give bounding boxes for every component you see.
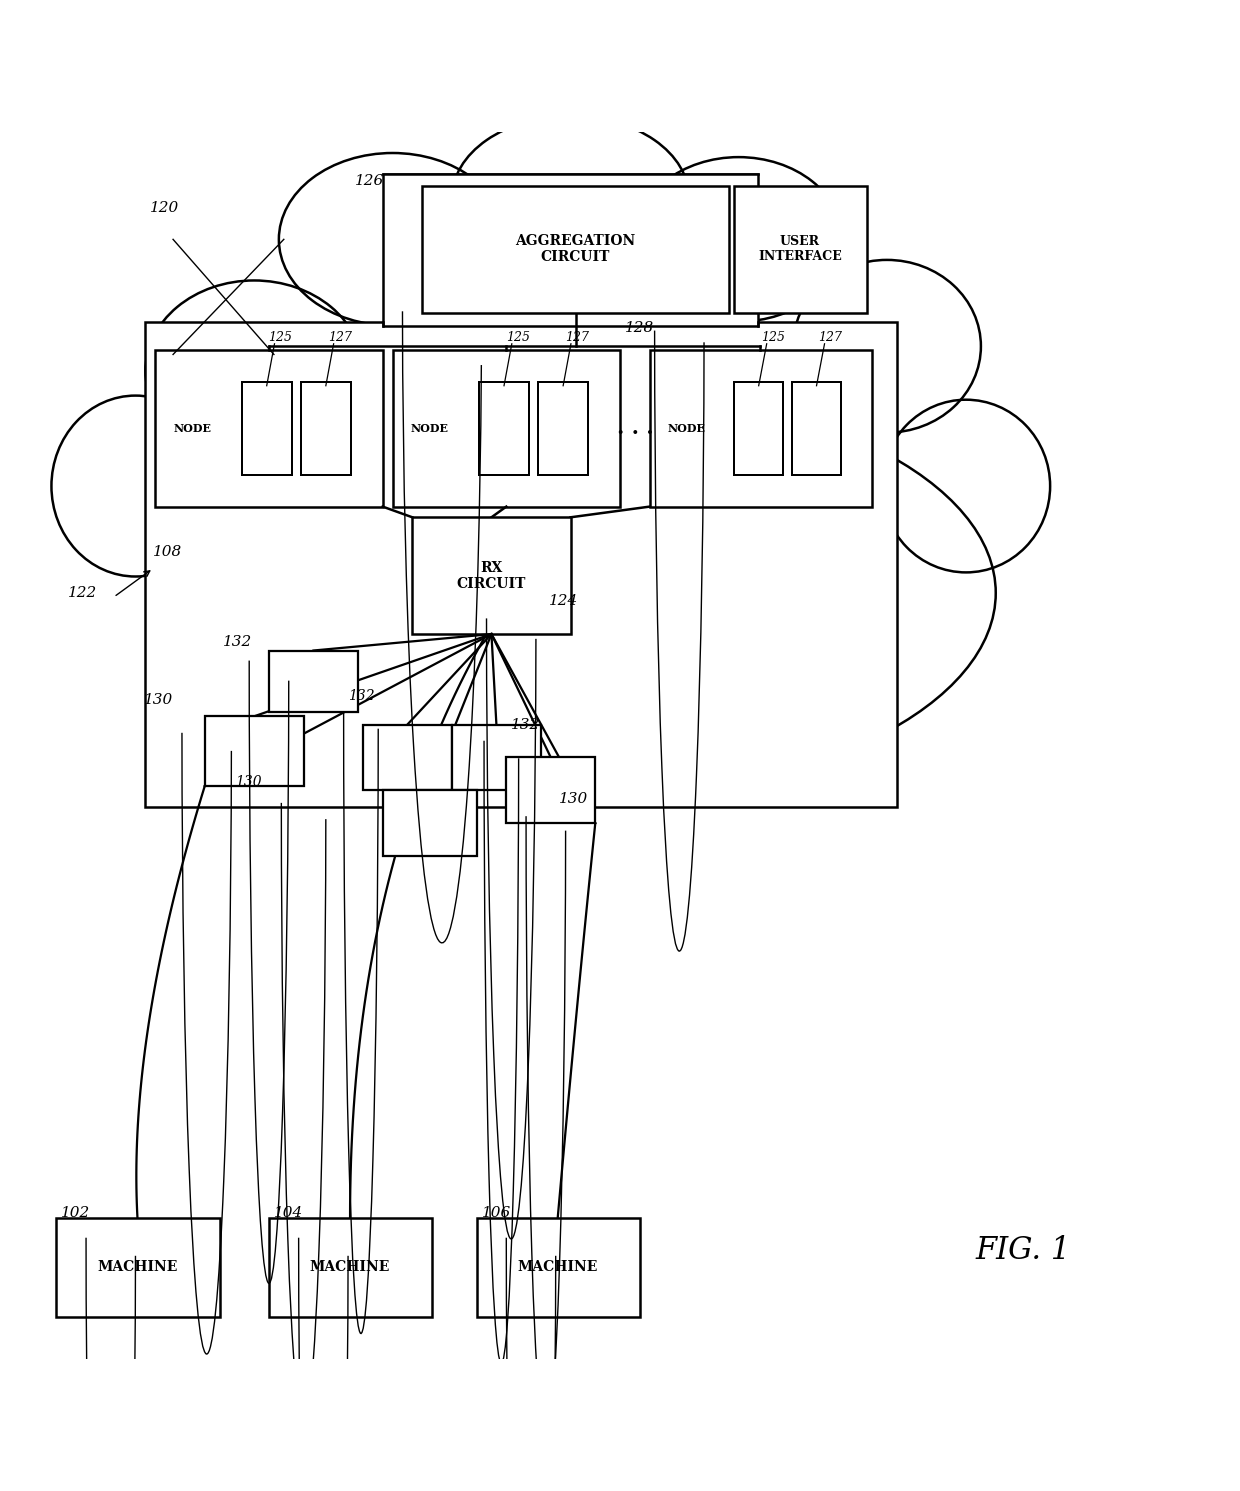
Text: USER
INTERFACE: USER INTERFACE <box>758 236 842 264</box>
Text: 128: 128 <box>625 321 655 335</box>
Text: 130: 130 <box>144 693 174 707</box>
Text: MACHINE: MACHINE <box>517 1260 598 1275</box>
Text: . . .: . . . <box>616 419 653 438</box>
Bar <box>393 350 620 507</box>
Text: FIG. 1: FIG. 1 <box>976 1236 1071 1266</box>
Text: 132: 132 <box>223 635 252 649</box>
Text: 127: 127 <box>327 331 352 344</box>
Text: 132: 132 <box>348 689 374 702</box>
Text: 132: 132 <box>511 717 541 732</box>
Text: 127: 127 <box>565 331 589 344</box>
Bar <box>650 350 872 507</box>
Ellipse shape <box>279 154 506 325</box>
Ellipse shape <box>794 259 981 432</box>
Text: 130: 130 <box>559 792 588 805</box>
Ellipse shape <box>882 400 1050 573</box>
Text: NODE: NODE <box>667 423 706 434</box>
Bar <box>383 790 476 856</box>
Bar <box>734 382 784 476</box>
Bar <box>301 382 351 476</box>
Bar <box>792 382 841 476</box>
Bar <box>363 725 451 790</box>
Text: 104: 104 <box>274 1206 303 1220</box>
Text: MACHINE: MACHINE <box>310 1260 391 1275</box>
Bar <box>269 650 358 713</box>
Text: 125: 125 <box>761 331 785 344</box>
Text: AGGREGATION
CIRCUIT: AGGREGATION CIRCUIT <box>516 234 636 264</box>
Bar <box>538 382 588 476</box>
Bar <box>205 716 304 786</box>
Ellipse shape <box>165 388 996 799</box>
Text: NODE: NODE <box>174 423 211 434</box>
Text: 125: 125 <box>269 331 293 344</box>
Bar <box>734 186 867 313</box>
Text: 106: 106 <box>481 1206 511 1220</box>
Bar <box>479 382 529 476</box>
Text: 126: 126 <box>356 174 384 188</box>
Ellipse shape <box>145 280 363 461</box>
Bar <box>269 1218 432 1317</box>
Bar <box>423 186 729 313</box>
Bar <box>56 1218 219 1317</box>
Text: 108: 108 <box>154 544 182 559</box>
Bar <box>413 517 570 634</box>
Text: NODE: NODE <box>410 423 449 434</box>
Text: 102: 102 <box>61 1206 91 1220</box>
Text: 122: 122 <box>68 586 98 599</box>
Bar <box>155 350 383 507</box>
Bar <box>242 382 291 476</box>
Text: 125: 125 <box>506 331 529 344</box>
Bar <box>145 322 897 807</box>
Bar <box>476 1218 640 1317</box>
Text: 127: 127 <box>818 331 843 344</box>
Ellipse shape <box>451 116 689 280</box>
Ellipse shape <box>635 157 842 322</box>
Text: 124: 124 <box>549 595 578 608</box>
Bar <box>383 173 759 325</box>
Ellipse shape <box>51 395 219 577</box>
Text: 120: 120 <box>150 201 180 215</box>
Text: MACHINE: MACHINE <box>97 1260 177 1275</box>
Bar <box>451 725 541 790</box>
Text: RX
CIRCUIT: RX CIRCUIT <box>456 561 526 590</box>
Text: 130: 130 <box>236 775 262 789</box>
Bar <box>506 757 595 823</box>
